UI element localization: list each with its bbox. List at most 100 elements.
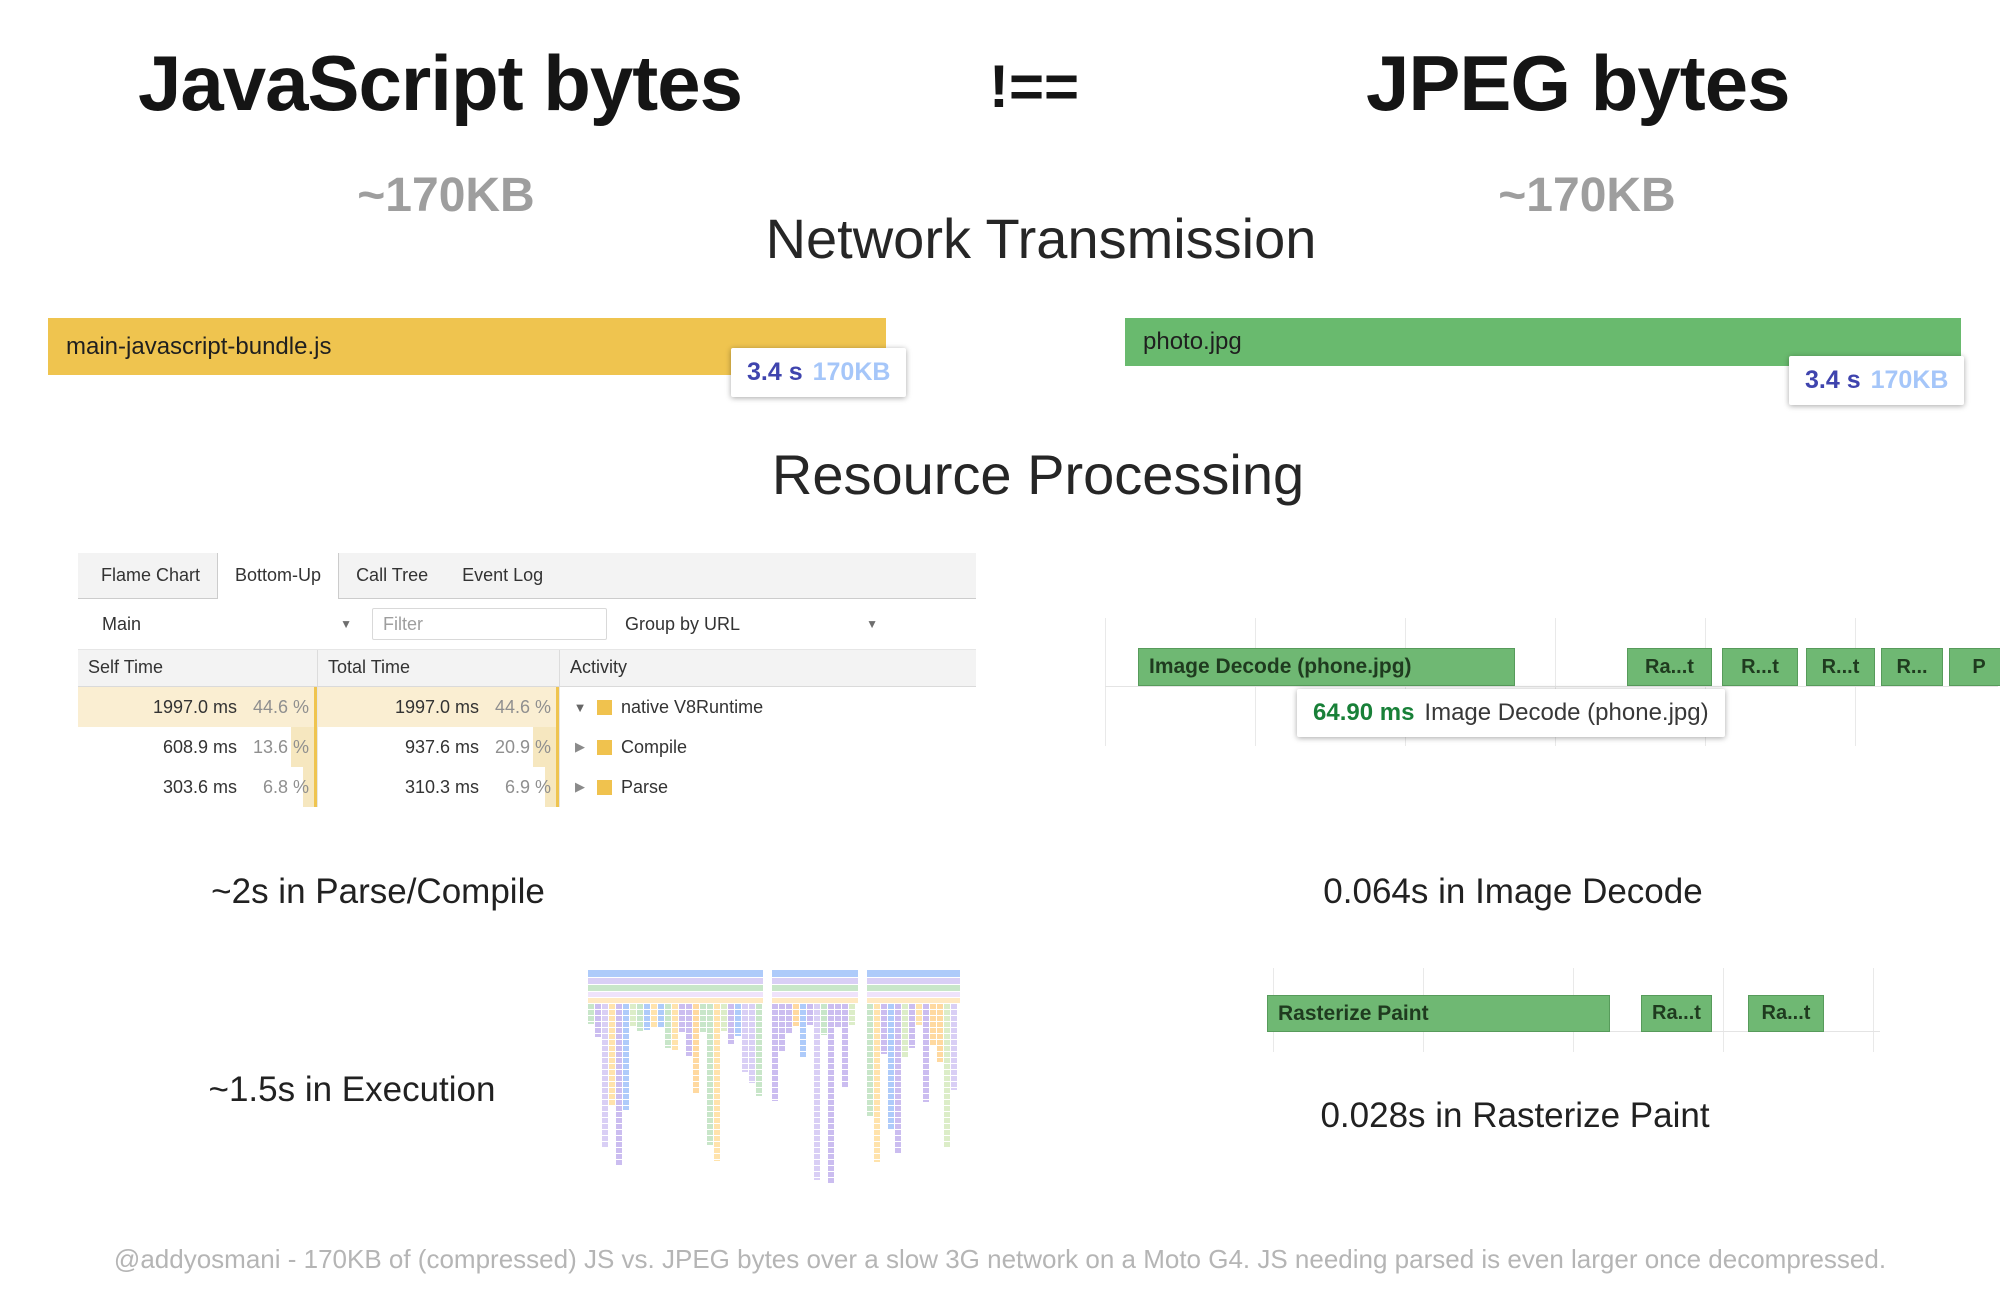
total-pct: 6.9 % bbox=[504, 776, 551, 797]
total-time-cell: 310.3 ms 6.9 % bbox=[318, 767, 560, 807]
tab-event-log[interactable]: Event Log bbox=[462, 565, 544, 585]
self-time-cell: 608.9 ms 13.6 % bbox=[78, 727, 318, 767]
raster-bar-label: R... bbox=[1896, 655, 1928, 678]
js-network-bar: main-javascript-bundle.js bbox=[48, 318, 886, 375]
js-tooltip-size: 170KB bbox=[812, 358, 891, 386]
column-self-time[interactable]: Self Time bbox=[78, 650, 318, 686]
self-time-cell: 303.6 ms 6.8 % bbox=[78, 767, 318, 807]
total-ms: 937.6 ms bbox=[404, 736, 479, 757]
flame-chart-thumbnail bbox=[588, 970, 960, 1216]
group-by-select[interactable]: Group by URL ▼ bbox=[625, 614, 878, 635]
activity-cell: ▼ native V8Runtime bbox=[560, 687, 976, 727]
image-decode-bar: Image Decode (phone.jpg) bbox=[1138, 648, 1515, 686]
thread-select[interactable]: Main ▼ bbox=[102, 614, 352, 635]
self-ms: 608.9 ms bbox=[162, 736, 237, 757]
self-pct: 6.8 % bbox=[262, 776, 309, 797]
expand-arrow-icon[interactable]: ▼ bbox=[573, 699, 587, 715]
raster-bar-small: Ra...t bbox=[1748, 995, 1824, 1032]
jpeg-size-label: ~170KB bbox=[1498, 169, 1676, 222]
tab-flame-chart[interactable]: Flame Chart bbox=[101, 565, 201, 585]
image-decode-tooltip: 64.90 ms Image Decode (phone.jpg) bbox=[1297, 689, 1725, 737]
table-row[interactable]: 303.6 ms 6.8 % 310.3 ms 6.9 % ▶ Parse bbox=[78, 767, 976, 807]
gridline-vertical bbox=[1873, 968, 1874, 1052]
raster-bar-label: R...t bbox=[1821, 655, 1860, 678]
raster-bar-small: Ra...t bbox=[1641, 995, 1712, 1032]
rasterize-paint-bar-label: Rasterize Paint bbox=[1278, 1001, 1429, 1025]
image-decode-bar-label: Image Decode (phone.jpg) bbox=[1149, 655, 1412, 678]
activity-color-swatch bbox=[597, 699, 612, 715]
column-total-time[interactable]: Total Time bbox=[318, 650, 560, 686]
activity-label: Parse bbox=[621, 776, 669, 797]
group-by-value: Group by URL bbox=[625, 613, 741, 634]
total-ms: 310.3 ms bbox=[404, 776, 479, 797]
raster-bar-small: R... bbox=[1881, 648, 1943, 686]
filter-input[interactable] bbox=[372, 608, 607, 640]
total-ms: 1997.0 ms bbox=[394, 696, 479, 717]
self-time-cell: 1997.0 ms 44.6 % bbox=[78, 687, 318, 727]
self-ms: 303.6 ms bbox=[162, 776, 237, 797]
jpeg-tooltip-time: 3.4 s bbox=[1805, 366, 1861, 394]
raster-bar-small: R...t bbox=[1806, 648, 1875, 686]
flame-group bbox=[772, 970, 858, 1216]
collapse-arrow-icon[interactable]: ▶ bbox=[575, 739, 585, 754]
js-title: JavaScript bytes bbox=[138, 39, 743, 127]
self-ms: 1997.0 ms bbox=[152, 696, 237, 717]
collapse-arrow-icon[interactable]: ▶ bbox=[575, 779, 585, 794]
total-pct: 44.6 % bbox=[494, 696, 551, 717]
activity-color-swatch bbox=[597, 739, 612, 755]
rasterize-caption: 0.028s in Rasterize Paint bbox=[1320, 1096, 1710, 1135]
column-activity[interactable]: Activity bbox=[570, 657, 628, 677]
self-pct: 44.6 % bbox=[252, 696, 309, 717]
total-pct: 20.9 % bbox=[494, 736, 551, 757]
resource-processing-heading: Resource Processing bbox=[771, 443, 1305, 506]
js-network-bar-label: main-javascript-bundle.js bbox=[66, 332, 332, 360]
table-header: Self Time Total Time Activity bbox=[78, 650, 976, 687]
js-size-label: ~170KB bbox=[357, 169, 535, 222]
devtools-panel: Flame Chart Bottom-Up Call Tree Event Lo… bbox=[78, 553, 976, 807]
decode-tooltip-label: Image Decode (phone.jpg) bbox=[1424, 699, 1709, 726]
chevron-down-icon: ▼ bbox=[866, 617, 878, 631]
self-pct: 13.6 % bbox=[252, 736, 309, 757]
devtools-tab-bar: Flame Chart Bottom-Up Call Tree Event Lo… bbox=[78, 553, 976, 599]
total-time-cell: 937.6 ms 20.9 % bbox=[318, 727, 560, 767]
jpeg-title: JPEG bytes bbox=[1366, 39, 1791, 127]
activity-cell: ▶ Compile bbox=[560, 727, 976, 767]
jpeg-tooltip-size: 170KB bbox=[1870, 366, 1949, 394]
tab-call-tree[interactable]: Call Tree bbox=[356, 565, 429, 585]
not-equal-operator: !== bbox=[988, 53, 1080, 120]
decode-tooltip-time: 64.90 ms bbox=[1313, 699, 1415, 726]
attribution-caption: @addyosmani - 170KB of (compressed) JS v… bbox=[113, 1244, 1887, 1274]
raster-bar-label: P bbox=[1972, 655, 1986, 678]
tab-bottom-up[interactable]: Bottom-Up bbox=[217, 553, 340, 599]
raster-bar-label: Ra...t bbox=[1645, 655, 1694, 678]
parse-compile-caption: ~2s in Parse/Compile bbox=[211, 872, 545, 911]
js-tooltip-time: 3.4 s bbox=[747, 358, 803, 386]
activity-label: native V8Runtime bbox=[621, 696, 764, 717]
raster-bar-label: Ra...t bbox=[1761, 1002, 1811, 1024]
activity-label: Compile bbox=[621, 736, 688, 757]
raster-bar-small: Ra...t bbox=[1627, 648, 1712, 686]
raster-bar-label: R...t bbox=[1741, 655, 1779, 678]
thread-select-value: Main bbox=[102, 613, 142, 634]
raster-bar-label: Ra...t bbox=[1652, 1002, 1701, 1024]
raster-bar-small: P bbox=[1949, 648, 2000, 686]
image-decode-caption: 0.064s in Image Decode bbox=[1323, 872, 1703, 911]
gridline-horizontal bbox=[1105, 686, 1998, 687]
gridline-vertical bbox=[1723, 968, 1724, 1052]
total-time-cell: 1997.0 ms 44.6 % bbox=[318, 687, 560, 727]
devtools-toolbar: Main ▼ Group by URL ▼ bbox=[78, 599, 976, 650]
js-network-tooltip: 3.4 s 170KB bbox=[731, 348, 907, 397]
gridline-vertical bbox=[1105, 618, 1106, 746]
activity-color-swatch bbox=[597, 779, 612, 795]
jpeg-network-bar-label: photo.jpg bbox=[1143, 328, 1242, 355]
rasterize-paint-bar: Rasterize Paint bbox=[1267, 995, 1610, 1032]
chevron-down-icon: ▼ bbox=[340, 617, 352, 631]
jpeg-network-tooltip: 3.4 s 170KB bbox=[1789, 356, 1965, 405]
table-row[interactable]: 608.9 ms 13.6 % 937.6 ms 20.9 % ▶ Compil… bbox=[78, 727, 976, 767]
execution-caption: ~1.5s in Execution bbox=[208, 1070, 496, 1109]
gridline-vertical bbox=[1555, 618, 1556, 746]
flame-group bbox=[866, 970, 960, 1216]
table-row[interactable]: 1997.0 ms 44.6 % 1997.0 ms 44.6 % ▼ nati… bbox=[78, 687, 976, 727]
raster-bar-small: R...t bbox=[1722, 648, 1798, 686]
